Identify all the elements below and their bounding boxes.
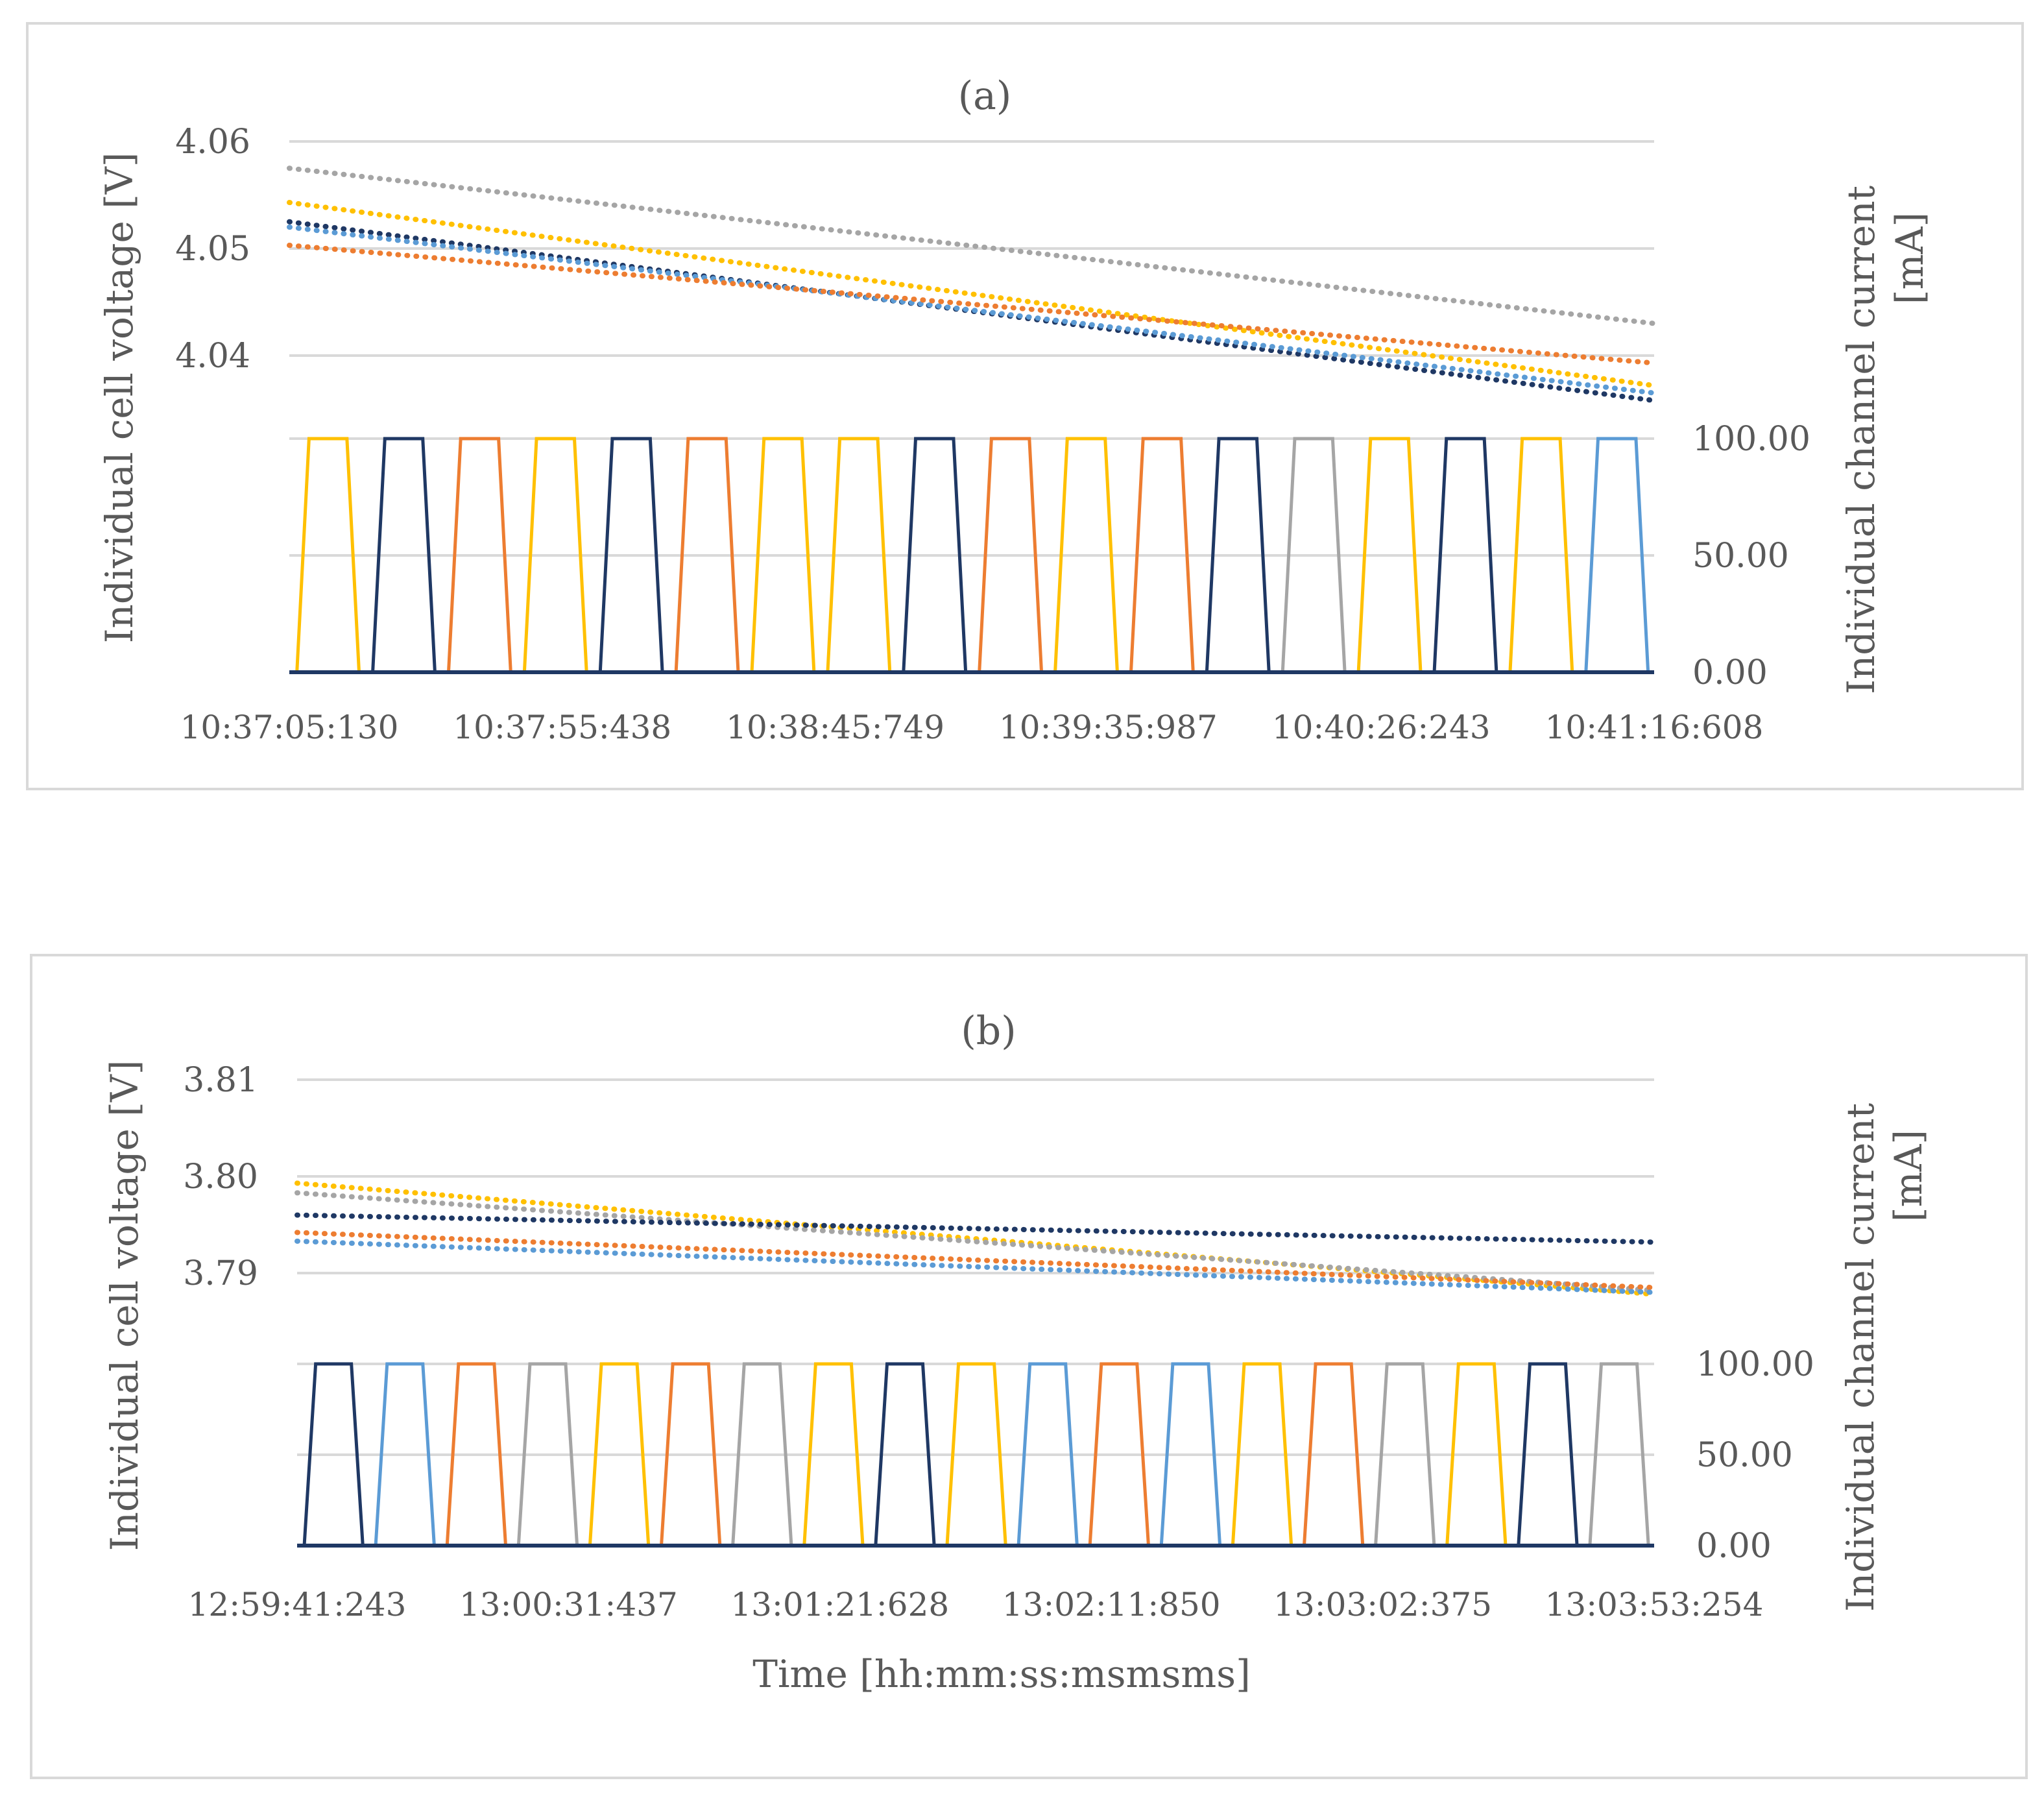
x-tick-label: 13:01:21:628 (730, 1586, 949, 1623)
x-tick-label: 13:02:11:850 (1002, 1586, 1221, 1623)
voltage-tick-label: 4.04 (175, 337, 250, 376)
x-tick-label: 10:41:16:608 (1545, 709, 1764, 746)
current-pulse-yellow (1053, 437, 1119, 673)
current-pulse-navy (598, 437, 664, 673)
current-pulse-grey (1374, 1362, 1436, 1546)
voltage-series-cell-grey (287, 165, 1657, 326)
voltage-series-cell-navy (295, 1212, 1657, 1245)
voltage-tick-label: 3.81 (183, 1061, 258, 1100)
current-pulse-yellow (1231, 1362, 1293, 1546)
current-pulse-yellow (826, 437, 892, 673)
x-tick-label: 13:03:02:375 (1273, 1586, 1492, 1623)
current-pulse-navy (302, 1362, 365, 1546)
current-tick-label: 50.00 (1692, 537, 1789, 576)
left-axis-label: Individual cell voltage [V] (97, 152, 141, 644)
right-axis-label-line1: Individual channel current (1839, 186, 1883, 694)
current-pulse-grey (516, 1362, 579, 1546)
x-tick-label: 10:39:35:987 (999, 709, 1218, 746)
right-axis-label-line2: [mA] (1888, 212, 1932, 304)
x-tick-label: 10:38:45:749 (726, 709, 944, 746)
current-tick-label: 0.00 (1692, 653, 1768, 692)
x-tick-label: 12:59:41:243 (188, 1586, 407, 1623)
current-pulse-yellow (1508, 437, 1574, 673)
current-pulse-yellow (802, 1362, 865, 1546)
x-axis-label: Time [hh:mm:ss:msmsms] (752, 1652, 1250, 1696)
current-pulse-yellow (522, 437, 588, 673)
chart-b: 3.79 3.80 3.81 0.00 50.00 100.00 (b) Individual… (102, 1008, 1930, 1696)
voltage-series-cell-lightblue (287, 225, 1657, 396)
current-pulse-yellow (295, 437, 361, 673)
current-pulse-lightblue (374, 1362, 436, 1546)
voltage-tick-label: 4.05 (175, 230, 250, 269)
chart-panel-b: 3.79 3.80 3.81 0.00 50.00 100.00 (b) Individual… (30, 954, 2028, 1779)
current-pulse-navy (1432, 437, 1498, 673)
current-pulse-grey (1281, 437, 1347, 673)
current-pulse-yellow (1445, 1362, 1508, 1546)
voltage-series-cell-grey (295, 1190, 1657, 1293)
x-tick-label: 13:00:31:437 (459, 1586, 678, 1623)
voltage-tick-label: 3.80 (183, 1158, 258, 1197)
current-pulse-orange (1088, 1362, 1150, 1546)
current-pulse-orange (445, 1362, 508, 1546)
current-pulse-lightblue (1159, 1362, 1222, 1546)
current-pulse-yellow (1356, 437, 1423, 673)
chart-a: 4.04 4.05 4.06 0.00 50.00 100.00 (a) Individual… (97, 73, 1932, 746)
voltage-series-cell-orange (295, 1230, 1657, 1291)
current-pulse-navy (371, 437, 437, 673)
current-pulse-navy (902, 437, 968, 673)
right-axis-label-line1: Individual channel current (1838, 1103, 1882, 1612)
current-pulse-orange (1302, 1362, 1365, 1546)
x-tick-label: 10:40:26:243 (1272, 709, 1491, 746)
current-pulse-orange (660, 1362, 722, 1546)
current-pulse-lightblue (1016, 1362, 1079, 1546)
x-tick-label: 10:37:55:438 (453, 709, 671, 746)
current-pulse-navy (874, 1362, 936, 1546)
chart-title: (a) (958, 73, 1012, 119)
voltage-series-cell-lightblue (295, 1238, 1657, 1295)
current-pulse-yellow (945, 1362, 1007, 1546)
voltage-tick-label: 3.79 (183, 1254, 258, 1293)
left-axis-label: Individual cell voltage [V] (102, 1060, 147, 1551)
current-pulse-navy (1517, 1362, 1579, 1546)
current-tick-label: 100.00 (1692, 420, 1810, 459)
voltage-series-cell-navy (287, 219, 1657, 404)
x-tick-label: 10:37:05:130 (180, 709, 399, 746)
current-pulse-orange (674, 437, 740, 673)
current-pulse-navy (1205, 437, 1271, 673)
current-pulse-orange (1129, 437, 1195, 673)
current-pulse-grey (1588, 1362, 1650, 1546)
current-tick-label: 100.00 (1696, 1345, 1814, 1384)
current-pulse-orange (978, 437, 1044, 673)
current-pulse-yellow (750, 437, 816, 673)
x-tick-label: 13:03:53:254 (1545, 1586, 1764, 1623)
current-tick-label: 0.00 (1696, 1527, 1772, 1566)
chart-panel-a: 4.04 4.05 4.06 0.00 50.00 100.00 (a) Individual… (26, 22, 2024, 790)
current-pulse-yellow (588, 1362, 651, 1546)
current-tick-label: 50.00 (1696, 1436, 1793, 1475)
voltage-tick-label: 4.06 (175, 123, 250, 162)
chart-title: (b) (961, 1008, 1016, 1054)
current-pulse-grey (731, 1362, 793, 1546)
right-axis-label-line2: [mA] (1886, 1130, 1930, 1222)
voltage-series-cell-yellow (287, 200, 1657, 389)
current-pulse-lightblue (1584, 437, 1650, 673)
current-pulse-orange (446, 437, 512, 673)
voltage-series-cell-orange (287, 243, 1657, 366)
